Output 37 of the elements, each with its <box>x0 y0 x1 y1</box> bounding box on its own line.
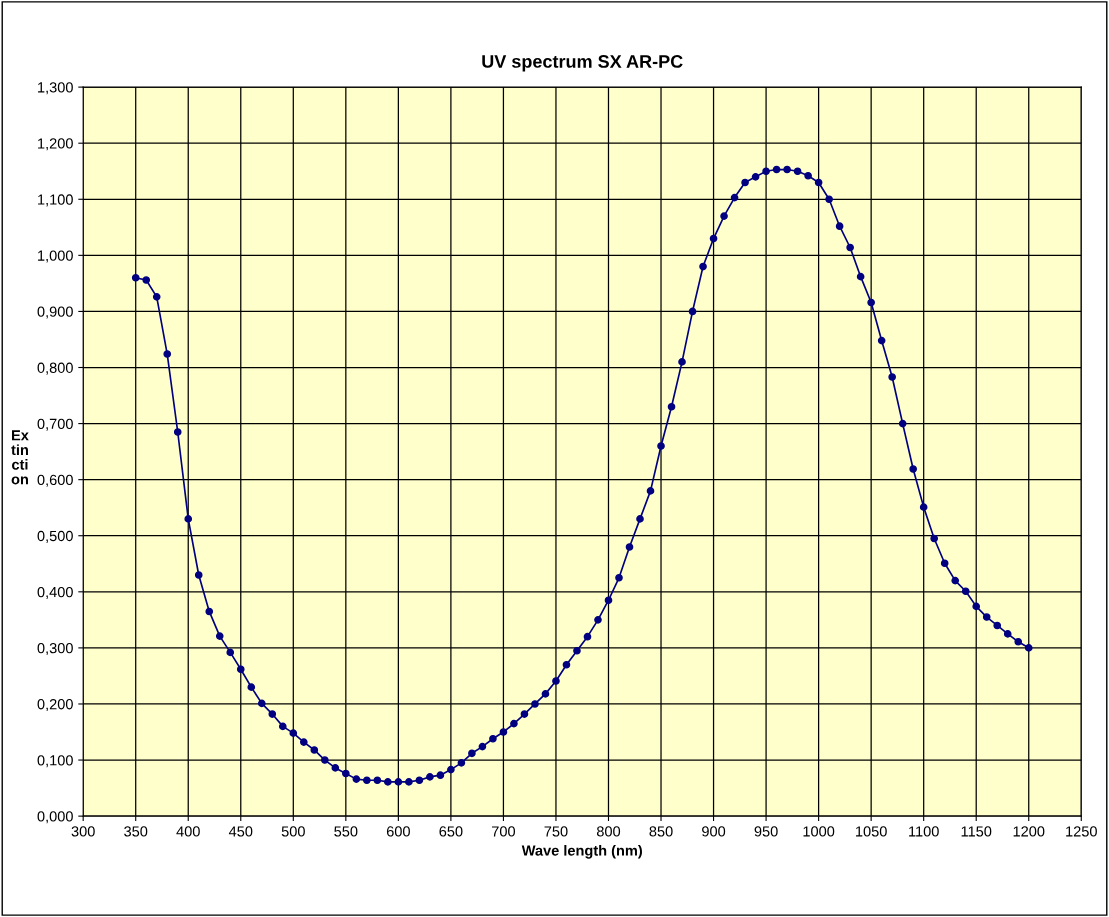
x-axis-title: Wave length (nm) <box>521 845 642 859</box>
x-tick-label: 550 <box>334 826 358 837</box>
x-tick-label: 1000 <box>803 826 835 837</box>
y-tick-label: 1,000 <box>38 250 73 263</box>
y-tick-label: 0,800 <box>37 362 73 375</box>
x-tick-label: 450 <box>228 826 253 837</box>
x-tick-label: 1200 <box>1013 826 1045 837</box>
x-tick-label: 850 <box>649 826 673 837</box>
y-axis-title: Ex tin cti on <box>11 430 29 485</box>
x-tick-label: 1150 <box>961 826 992 837</box>
x-tick-label: 1050 <box>856 826 887 837</box>
x-tick-label: 1250 <box>1066 826 1097 837</box>
y-tick-label: 1,100 <box>38 194 73 207</box>
x-tick-label: 300 <box>71 826 95 837</box>
y-tick-label: 0,100 <box>37 755 73 768</box>
x-tick-label: 750 <box>544 826 568 837</box>
y-tick-label: 0,200 <box>37 699 73 712</box>
y-tick-label: 0,700 <box>37 418 73 431</box>
x-tick-label: 700 <box>492 826 516 837</box>
x-tick-label: 650 <box>439 826 463 837</box>
x-tick-label: 950 <box>754 826 778 837</box>
y-tick-label: 0,500 <box>37 530 73 543</box>
y-tick-label: 0,300 <box>37 643 73 656</box>
y-tick-label: 0,000 <box>37 811 73 824</box>
x-tick-label: 900 <box>702 826 726 837</box>
x-tick-label: 800 <box>596 826 621 837</box>
y-tick-label: 0,600 <box>37 474 73 487</box>
x-tick-label: 1100 <box>909 826 939 837</box>
x-tick-label: 400 <box>176 826 200 837</box>
x-tick-label: 600 <box>386 826 410 837</box>
y-tick-label: 1,300 <box>38 82 73 95</box>
y-tick-label: 0,900 <box>37 306 73 319</box>
x-tick-label: 350 <box>124 826 148 837</box>
y-tick-label: 0,400 <box>37 586 73 599</box>
y-tick-label: 1,200 <box>38 138 73 151</box>
chart-title: UV spectrum SX AR-PC <box>482 55 683 72</box>
x-tick-label: 500 <box>281 826 305 837</box>
